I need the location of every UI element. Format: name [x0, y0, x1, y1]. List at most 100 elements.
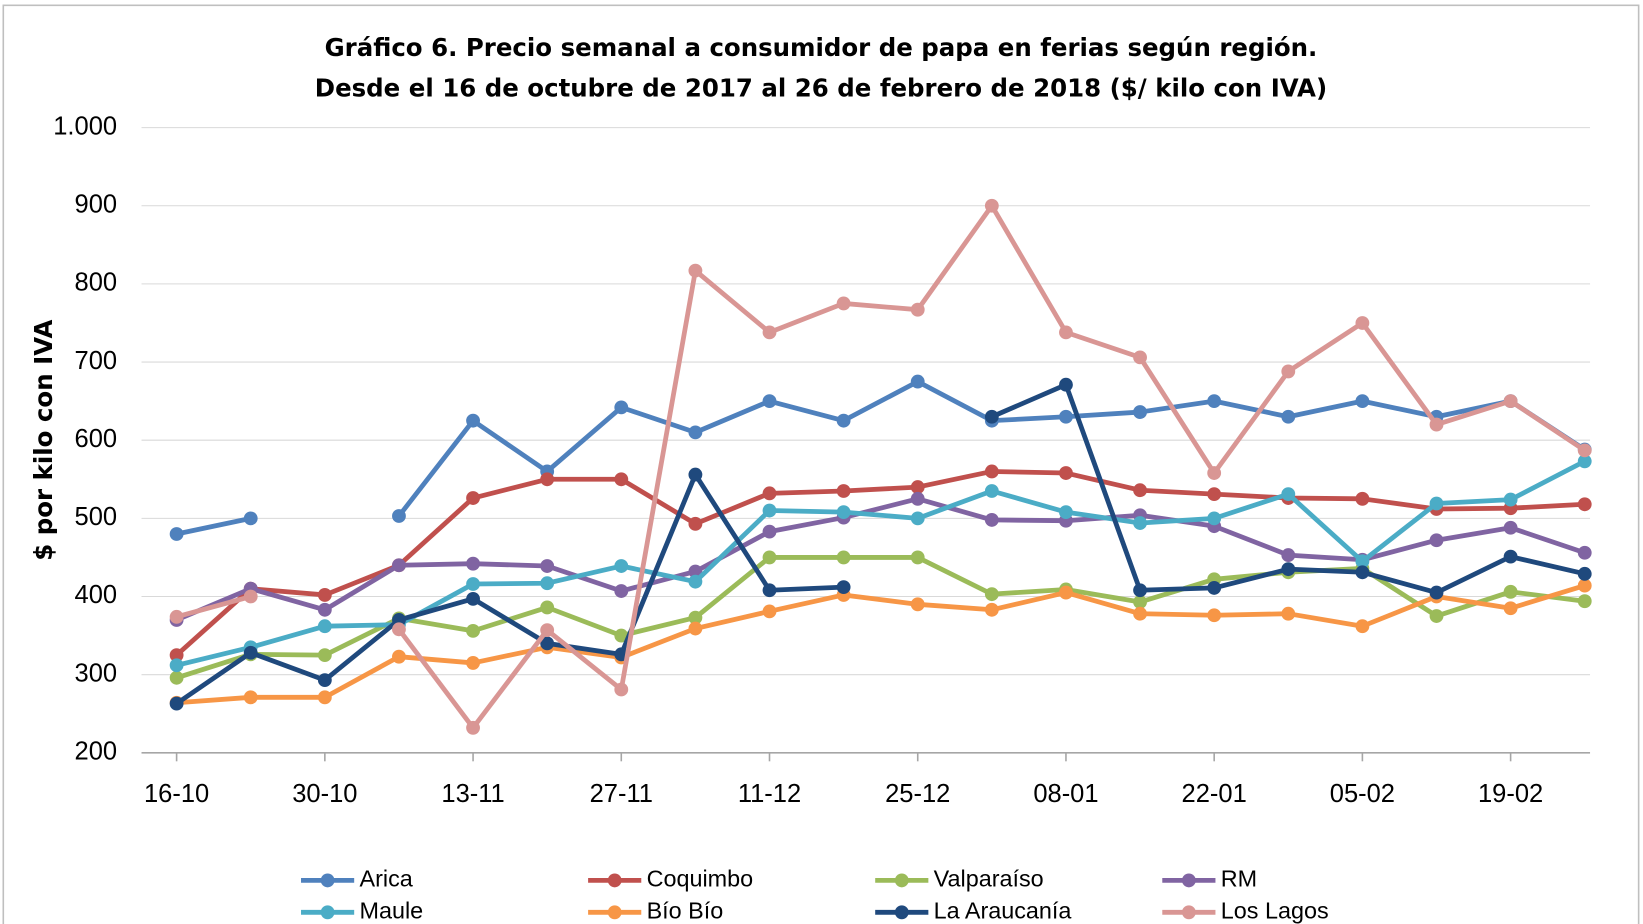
data-point [984, 587, 999, 602]
legend-marker [894, 905, 909, 920]
chart-title: Gráfico 6. Precio semanal a consumidor d… [325, 33, 1318, 62]
data-point [910, 597, 925, 612]
data-point [1429, 609, 1444, 623]
legend-marker [1181, 873, 1196, 888]
data-point [1133, 483, 1147, 498]
data-point [1429, 585, 1444, 600]
data-point [540, 472, 555, 487]
data-point [614, 400, 629, 415]
data-point [466, 623, 480, 638]
data-point [392, 509, 406, 523]
data-point [984, 602, 999, 617]
legend-marker [894, 873, 909, 888]
legend-marker [1181, 905, 1196, 920]
data-point [910, 374, 925, 389]
data-point [836, 296, 851, 311]
data-point [540, 559, 555, 573]
data-point [1207, 511, 1222, 526]
data-point [614, 472, 629, 487]
data-point [1059, 325, 1073, 340]
data-point [466, 656, 480, 670]
data-point [910, 511, 925, 526]
data-point [1429, 533, 1444, 548]
data-point [614, 628, 629, 643]
data-point [1133, 405, 1147, 419]
data-point [1577, 578, 1592, 593]
data-point [540, 576, 555, 591]
data-point [836, 484, 851, 498]
data-point [1133, 516, 1147, 530]
data-point [688, 425, 703, 440]
data-point [984, 198, 999, 213]
x-tick-label: 08-01 [1033, 780, 1098, 808]
data-point [1133, 350, 1147, 365]
y-tick-label: 900 [75, 190, 118, 218]
series-line [176, 583, 1586, 706]
data-point [466, 413, 480, 428]
data-point [1133, 595, 1147, 609]
data-point [466, 720, 480, 735]
data-point [762, 604, 777, 619]
data-point [1503, 492, 1518, 507]
data-point [317, 690, 332, 705]
data-point [1281, 487, 1296, 502]
data-point [1577, 443, 1592, 458]
x-tick-label: 19-02 [1478, 780, 1543, 808]
data-point [540, 623, 555, 638]
x-tick-label: 30-10 [292, 780, 357, 808]
legend-label: Bío Bío [647, 897, 724, 923]
data-point [317, 602, 332, 617]
data-point [910, 491, 925, 506]
data-point [1503, 584, 1518, 599]
data-point [762, 486, 777, 501]
x-tick-label: 11-12 [738, 780, 801, 808]
data-point [1207, 394, 1222, 409]
data-point [1281, 364, 1296, 379]
legend-label: RM [1221, 866, 1257, 892]
legend-label: Valparaíso [934, 866, 1044, 892]
data-point [1355, 316, 1370, 330]
data-point [688, 610, 703, 625]
legend-label: Maule [360, 897, 424, 923]
y-tick-label: 800 [75, 269, 118, 297]
data-point [984, 484, 999, 498]
data-point [169, 658, 184, 673]
data-point [1429, 417, 1444, 432]
data-point [1355, 554, 1370, 569]
data-point [1059, 466, 1073, 480]
data-point [1503, 520, 1518, 535]
data-point [1207, 580, 1222, 595]
data-point [688, 564, 703, 579]
data-point [1207, 466, 1222, 480]
legend-label: Los Lagos [1221, 897, 1329, 923]
series-line [175, 469, 1585, 657]
data-point [1281, 562, 1296, 577]
data-point [836, 413, 851, 428]
data-point [1133, 583, 1147, 598]
data-point [317, 648, 332, 663]
data-point [317, 619, 332, 634]
data-point [688, 574, 703, 589]
data-point [910, 302, 925, 317]
data-point [466, 491, 480, 505]
data-point [243, 511, 258, 526]
data-point [540, 600, 555, 615]
data-point [169, 527, 184, 541]
data-point [984, 513, 999, 527]
y-tick-label: 500 [75, 503, 118, 531]
chart-frame [2, 4, 1640, 924]
data-point [1577, 497, 1592, 512]
data-point [1355, 619, 1370, 634]
data-point [1059, 505, 1073, 520]
data-point [317, 588, 332, 602]
data-point [984, 464, 999, 479]
data-point [1207, 487, 1222, 502]
data-point [762, 524, 777, 539]
data-point [836, 580, 851, 595]
data-point [243, 589, 258, 604]
legend-marker [320, 873, 335, 888]
data-point [169, 609, 184, 624]
data-point [762, 503, 777, 518]
data-point [392, 558, 406, 573]
